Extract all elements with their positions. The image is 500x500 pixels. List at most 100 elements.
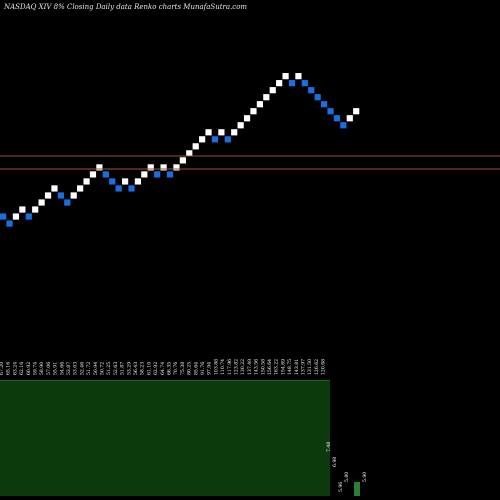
price-tick-label: 50.72	[100, 362, 106, 375]
price-tick-label: 61.10	[146, 362, 152, 375]
price-tick-label: 66.35	[167, 362, 173, 375]
volume-label: 5.90	[362, 472, 368, 482]
renko-brick-down	[102, 171, 109, 178]
price-tick-label: 55.91	[53, 362, 59, 375]
renko-brick-down	[288, 80, 296, 87]
bricks-layer	[0, 73, 360, 227]
renko-brick-up	[179, 157, 186, 164]
price-tick-label: 120.68	[321, 359, 327, 375]
renko-brick-up	[19, 206, 26, 213]
price-tick-label: 137.97	[301, 359, 307, 375]
price-tick-label: 126.62	[314, 359, 320, 375]
price-tick-label: 103.88	[213, 359, 219, 375]
volume-panel: 7.486.98 5.965.80 5.90	[0, 380, 368, 496]
price-tick-labels: 67.20 65.16 63.24 62.16 60.92 59.74 58.90 57.06…	[0, 359, 327, 375]
renko-brick-up	[237, 122, 244, 129]
renko-brick-up	[147, 164, 154, 171]
price-tick-label: 56.43	[133, 362, 139, 375]
renko-brick-up	[44, 192, 52, 199]
price-tick-label: 64.74	[160, 362, 166, 375]
volume-label: 6.98	[332, 457, 338, 467]
price-tick-label: 52.46	[79, 362, 85, 375]
renko-brick-up	[96, 164, 103, 171]
renko-brick-down	[211, 136, 219, 143]
price-tick-label: 60.92	[26, 362, 32, 375]
renko-brick-down	[321, 101, 328, 108]
price-tick-label: 97.94	[207, 362, 213, 375]
renko-brick-down	[166, 171, 174, 178]
chart-title: NASDAQ XIV 8% Closing Daily data Renko c…	[3, 3, 247, 11]
renko-brick-up	[83, 178, 90, 185]
renko-brick-up	[263, 94, 270, 101]
renko-brick-up	[70, 192, 77, 199]
renko-brick-down	[6, 220, 13, 227]
volume-label: 7.48	[326, 442, 332, 452]
renko-brick-down	[327, 108, 334, 115]
renko-brick-down	[224, 136, 231, 143]
price-tick-label: 117.96	[227, 359, 233, 375]
renko-brick-up	[173, 164, 180, 171]
price-tick-label: 143.81	[294, 359, 300, 375]
price-tick-label: 143.56	[254, 359, 260, 375]
renko-brick-down	[115, 185, 122, 192]
renko-brick-down	[333, 115, 341, 122]
renko-brick-down	[57, 192, 64, 199]
price-tick-label: 52.63	[113, 362, 119, 375]
renko-brick-up	[89, 171, 97, 178]
price-tick-label: 67.20	[0, 362, 5, 375]
price-tick-label: 130.22	[240, 359, 246, 375]
price-tick-label: 123.82	[234, 359, 240, 375]
price-tick-label: 148.75	[287, 359, 293, 375]
price-tick-label: 75.38	[180, 362, 186, 375]
price-tick-label: 62.16	[19, 362, 25, 375]
volume-bar	[354, 482, 360, 496]
price-tick-label: 53.87	[66, 362, 72, 375]
renko-brick-up	[269, 87, 276, 94]
renko-brick-up	[192, 143, 199, 150]
price-tick-label: 51.72	[86, 362, 92, 375]
renko-brick-down	[128, 185, 135, 192]
price-tick-label: 53.03	[73, 362, 79, 375]
renko-brick-up	[199, 136, 206, 143]
renko-brick-up	[205, 129, 212, 136]
price-tick-label: 58.90	[39, 362, 45, 375]
renko-brick-up	[256, 101, 263, 108]
renko-brick-up	[243, 115, 251, 122]
price-tick-label: 150.58	[260, 359, 266, 375]
renko-brick-up	[346, 115, 353, 122]
renko-brick-up	[51, 185, 58, 192]
price-tick-label: 137.49	[247, 359, 253, 375]
volume-area	[0, 380, 330, 496]
renko-brick-up	[250, 108, 257, 115]
price-tick-label: 131.50	[307, 359, 313, 375]
renko-brick-up	[231, 129, 238, 136]
price-tick-label: 51.87	[120, 362, 126, 375]
price-tick-label: 62.92	[153, 362, 159, 375]
price-tick-label: 91.76	[200, 362, 206, 375]
price-tick-label: 163.22	[274, 359, 280, 375]
price-tick-label: 59.74	[33, 362, 39, 375]
price-tick-label: 50.94	[93, 362, 99, 375]
price-tick-label: 85.64	[193, 362, 199, 375]
renko-brick-down	[314, 94, 321, 101]
volume-label: 5.96	[338, 482, 344, 492]
renko-brick-up	[121, 178, 129, 185]
renko-brick-down	[109, 178, 116, 185]
renko-brick-up	[218, 129, 225, 136]
price-tick-label: 110.74	[220, 359, 226, 375]
price-tick-label: 58.23	[140, 362, 146, 375]
price-tick-label: 51.25	[106, 362, 112, 375]
renko-brick-up	[32, 206, 39, 213]
renko-brick-up	[276, 80, 283, 87]
volume-label: 5.80	[344, 472, 350, 482]
renko-brick-down	[64, 199, 71, 206]
renko-brick-up	[186, 150, 193, 157]
renko-brick-up	[295, 73, 302, 80]
renko-brick-up	[77, 185, 84, 192]
price-tick-label: 53.29	[126, 362, 132, 375]
renko-brick-down	[340, 122, 347, 129]
price-tick-label: 57.06	[46, 362, 52, 375]
renko-brick-down	[25, 213, 32, 220]
renko-brick-up	[160, 164, 167, 171]
